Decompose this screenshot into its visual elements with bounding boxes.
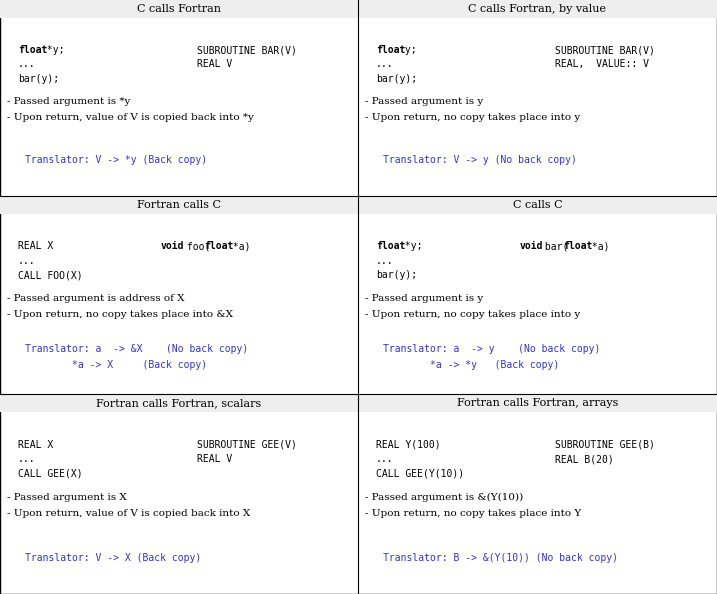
Text: - Passed argument is X: - Passed argument is X <box>7 493 127 502</box>
Text: bar(y);: bar(y); <box>376 270 417 280</box>
Text: *y;: *y; <box>41 45 65 55</box>
Text: REAL V: REAL V <box>197 59 232 69</box>
Text: - Passed argument is y: - Passed argument is y <box>365 294 483 303</box>
Text: ...: ... <box>376 256 394 266</box>
Text: Translator: V -> *y (Back copy): Translator: V -> *y (Back copy) <box>25 156 207 165</box>
Text: SUBROUTINE GEE(B): SUBROUTINE GEE(B) <box>556 440 655 450</box>
Text: CALL GEE(X): CALL GEE(X) <box>18 469 82 479</box>
Text: REAL X: REAL X <box>18 440 53 450</box>
Text: float: float <box>563 241 592 251</box>
Text: - Passed argument is *y: - Passed argument is *y <box>7 97 130 106</box>
Text: *a -> X     (Back copy): *a -> X (Back copy) <box>25 360 207 370</box>
Text: float: float <box>18 45 47 55</box>
Text: SUBROUTINE BAR(V): SUBROUTINE BAR(V) <box>556 45 655 55</box>
Text: Translator: V -> y (No back copy): Translator: V -> y (No back copy) <box>383 156 577 165</box>
Text: ...: ... <box>18 59 36 69</box>
Text: foo(: foo( <box>181 241 210 251</box>
Bar <box>358 196 717 214</box>
Text: Translator: B -> &(Y(10)) (No back copy): Translator: B -> &(Y(10)) (No back copy) <box>383 552 618 563</box>
Text: SUBROUTINE GEE(V): SUBROUTINE GEE(V) <box>197 440 297 450</box>
Text: *a): *a) <box>227 241 251 251</box>
Text: *a): *a) <box>586 241 609 251</box>
Bar <box>358 394 717 412</box>
Text: ...: ... <box>18 256 36 266</box>
Text: C calls C: C calls C <box>513 200 562 210</box>
Bar <box>0 0 358 18</box>
Text: Fortran calls Fortran, scalars: Fortran calls Fortran, scalars <box>96 398 262 408</box>
Text: bar(y);: bar(y); <box>18 74 59 84</box>
Text: REAL,  VALUE:: V: REAL, VALUE:: V <box>556 59 650 69</box>
Text: - Upon return, value of V is copied back into *y: - Upon return, value of V is copied back… <box>7 113 254 122</box>
Text: Translator: a  -> &X    (No back copy): Translator: a -> &X (No back copy) <box>25 344 248 354</box>
Text: float: float <box>376 45 405 55</box>
Text: REAL Y(100): REAL Y(100) <box>376 440 440 450</box>
Text: C calls Fortran: C calls Fortran <box>137 4 221 14</box>
Text: y;: y; <box>399 45 417 55</box>
Bar <box>0 196 358 214</box>
Text: REAL X: REAL X <box>18 241 53 251</box>
Text: - Upon return, value of V is copied back into X: - Upon return, value of V is copied back… <box>7 510 250 519</box>
Text: Fortran calls Fortran, arrays: Fortran calls Fortran, arrays <box>457 398 618 408</box>
Text: SUBROUTINE BAR(V): SUBROUTINE BAR(V) <box>197 45 297 55</box>
Text: float: float <box>204 241 234 251</box>
Text: C calls Fortran, by value: C calls Fortran, by value <box>468 4 607 14</box>
Text: - Passed argument is address of X: - Passed argument is address of X <box>7 294 185 303</box>
Text: bar(: bar( <box>539 241 569 251</box>
Text: - Passed argument is y: - Passed argument is y <box>365 97 483 106</box>
Text: Fortran calls C: Fortran calls C <box>137 200 221 210</box>
Text: bar(y);: bar(y); <box>376 74 417 84</box>
Text: REAL V: REAL V <box>197 454 232 465</box>
Text: CALL GEE(Y(10)): CALL GEE(Y(10)) <box>376 469 464 479</box>
Text: - Passed argument is &(Y(10)): - Passed argument is &(Y(10)) <box>365 493 523 502</box>
Text: *a -> *y   (Back copy): *a -> *y (Back copy) <box>383 360 559 370</box>
Text: ...: ... <box>376 59 394 69</box>
Text: void: void <box>520 241 543 251</box>
Text: - Upon return, no copy takes place into &X: - Upon return, no copy takes place into … <box>7 310 233 320</box>
Text: float: float <box>376 241 405 251</box>
Text: Translator: V -> X (Back copy): Translator: V -> X (Back copy) <box>25 552 201 563</box>
Bar <box>0 394 358 412</box>
Text: Translator: a  -> y    (No back copy): Translator: a -> y (No back copy) <box>383 344 601 354</box>
Text: REAL B(20): REAL B(20) <box>556 454 614 465</box>
Text: void: void <box>161 241 184 251</box>
Text: ...: ... <box>376 454 394 465</box>
Text: ...: ... <box>18 454 36 465</box>
Text: *y;: *y; <box>399 241 423 251</box>
Text: CALL FOO(X): CALL FOO(X) <box>18 270 82 280</box>
Bar <box>358 0 717 18</box>
Text: - Upon return, no copy takes place into y: - Upon return, no copy takes place into … <box>365 113 581 122</box>
Text: - Upon return, no copy takes place into y: - Upon return, no copy takes place into … <box>365 310 581 320</box>
Text: - Upon return, no copy takes place into Y: - Upon return, no copy takes place into … <box>365 510 581 519</box>
